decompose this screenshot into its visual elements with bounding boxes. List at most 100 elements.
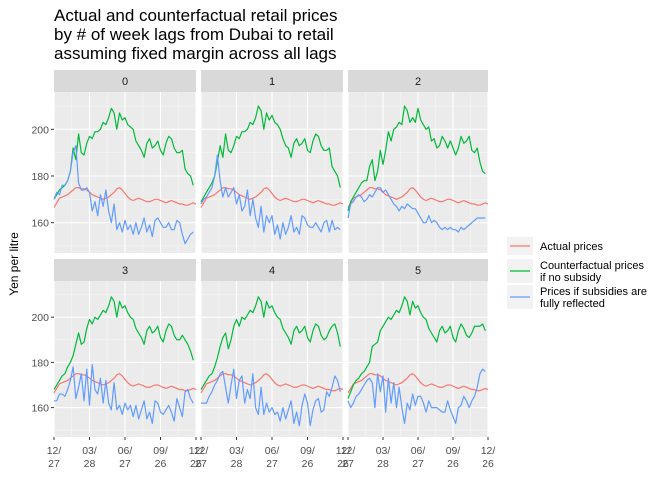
x-tick-label: 12/27 <box>341 445 356 470</box>
x-tick-label: 12/27 <box>47 445 62 470</box>
series-line-0-panel-1 <box>200 187 344 208</box>
facet-panel-4: 4 <box>200 259 344 437</box>
legend-label-line: Counterfactual prices <box>540 260 644 272</box>
x-tick-label-line: 06/ <box>411 445 426 457</box>
series-line-1-panel-4 <box>200 296 341 390</box>
title-line-3: assuming fixed margin across all lags <box>54 44 337 63</box>
facet-panel-5: 5 <box>347 259 489 437</box>
facet-strip-bg <box>54 70 196 92</box>
x-tick-label-line: 09/ <box>153 445 168 457</box>
x-tick-label-line: 03/ <box>229 445 244 457</box>
facet-strip-bg <box>201 259 343 281</box>
series-line-1-panel-2 <box>347 105 486 212</box>
x-tick-label-line: 28 <box>231 458 243 470</box>
x-tick-label-line: 12/ <box>341 445 356 457</box>
facet-strip-bg <box>54 259 196 281</box>
legend-label-line: fully reflected <box>540 298 605 310</box>
x-tick-label: 09/26 <box>153 445 168 470</box>
x-tick-label-line: 26 <box>337 458 349 470</box>
x-tick-label-line: 26 <box>155 458 167 470</box>
x-tick-label: 06/27 <box>265 445 280 470</box>
x-tick-label-line: 09/ <box>446 445 461 457</box>
y-tick-label: 200 <box>31 124 49 136</box>
x-tick-label: 12/26 <box>481 445 496 470</box>
facet-strip-label: 5 <box>415 265 421 277</box>
x-tick-label: 12/27 <box>194 445 209 470</box>
x-tick-label-line: 28 <box>377 458 389 470</box>
y-tick-label: 160 <box>31 403 49 415</box>
series-line-1-panel-5 <box>347 296 486 399</box>
x-tick-label: 09/26 <box>300 445 315 470</box>
x-tick-label-line: 12/ <box>481 445 496 457</box>
y-axis-title: Yen per litre <box>7 232 21 296</box>
x-tick-label-line: 12/ <box>194 445 209 457</box>
facet-strip-bg <box>201 70 343 92</box>
x-tick-label: 12/26 <box>189 445 204 470</box>
x-tick-label: 12/26 <box>336 445 351 470</box>
series-line-2-panel-3 <box>54 364 194 425</box>
series-line-2-panel-0 <box>53 145 194 245</box>
x-tick-label-line: 27 <box>48 458 60 470</box>
facet-strip-label: 3 <box>122 265 128 277</box>
facet-panels: 0 1 2 3 4 5 <box>53 70 489 437</box>
facet-panel-1: 1 <box>200 70 344 253</box>
series-line-2-panel-1 <box>200 154 341 240</box>
x-tick-label-line: 27 <box>195 458 207 470</box>
y-tick-label: 180 <box>31 357 49 369</box>
facet-strip-label: 1 <box>269 76 275 88</box>
x-tick-label-line: 26 <box>190 458 202 470</box>
x-tick-label-line: 12/ <box>336 445 351 457</box>
x-tick-label-line: 27 <box>342 458 354 470</box>
x-tick-label-line: 12/ <box>189 445 204 457</box>
series-line-0-panel-4 <box>200 373 344 394</box>
series-line-1-panel-1 <box>200 105 341 202</box>
y-tick-label: 200 <box>31 312 49 324</box>
facet-panel-2: 2 <box>347 70 489 253</box>
series-line-1-panel-0 <box>53 107 194 200</box>
series-line-1-panel-3 <box>53 296 194 390</box>
series-line-2-panel-2 <box>347 187 486 233</box>
x-tick-label-line: 28 <box>84 458 96 470</box>
facet-panel-3: 3 <box>53 259 197 437</box>
facet-strip-label: 0 <box>122 76 128 88</box>
x-tick-label: 06/27 <box>118 445 133 470</box>
series-line-2-panel-5 <box>347 368 486 425</box>
facet-panel-0: 0 <box>53 70 197 253</box>
x-tick-label-line: 03/ <box>82 445 97 457</box>
x-tick-label: 06/27 <box>411 445 426 470</box>
x-tick-label-line: 12/ <box>47 445 62 457</box>
x-tick-label-line: 26 <box>302 458 314 470</box>
facet-strip-bg <box>348 70 488 92</box>
x-tick-label-line: 03/ <box>376 445 391 457</box>
facet-strip-label: 2 <box>415 76 421 88</box>
x-tick-label-line: 27 <box>412 458 424 470</box>
legend-label-line: Prices if subsidies are <box>540 286 647 298</box>
x-tick-label-line: 26 <box>482 458 494 470</box>
x-tick-label-line: 26 <box>447 458 459 470</box>
x-tick-label-line: 06/ <box>265 445 280 457</box>
y-axes: 160 180 200 160 180 200 <box>31 124 54 415</box>
series-line-0-panel-0 <box>53 187 197 208</box>
x-tick-label-line: 27 <box>119 458 131 470</box>
series-line-0-panel-3 <box>53 373 197 394</box>
facet-strip-label: 4 <box>269 265 275 277</box>
title-line-2: by # of week lags from Dubai to retail <box>54 25 334 44</box>
x-tick-label-line: 27 <box>266 458 278 470</box>
x-tick-label: 09/26 <box>446 445 461 470</box>
series-line-0-panel-5 <box>347 373 489 394</box>
x-tick-label: 03/28 <box>82 445 97 470</box>
legend-item-0: Actual prices <box>507 237 603 255</box>
title-line-1: Actual and counterfactual retail prices <box>54 6 338 25</box>
series-line-0-panel-2 <box>347 187 489 208</box>
x-tick-label-line: 09/ <box>300 445 315 457</box>
chart-title: Actual and counterfactual retail prices … <box>54 6 338 63</box>
x-tick-label: 03/28 <box>229 445 244 470</box>
x-tick-label-line: 06/ <box>118 445 133 457</box>
y-tick-label: 180 <box>31 171 49 183</box>
x-tick-label: 03/28 <box>376 445 391 470</box>
series-line-2-panel-4 <box>201 368 341 427</box>
y-tick-label: 160 <box>31 218 49 230</box>
